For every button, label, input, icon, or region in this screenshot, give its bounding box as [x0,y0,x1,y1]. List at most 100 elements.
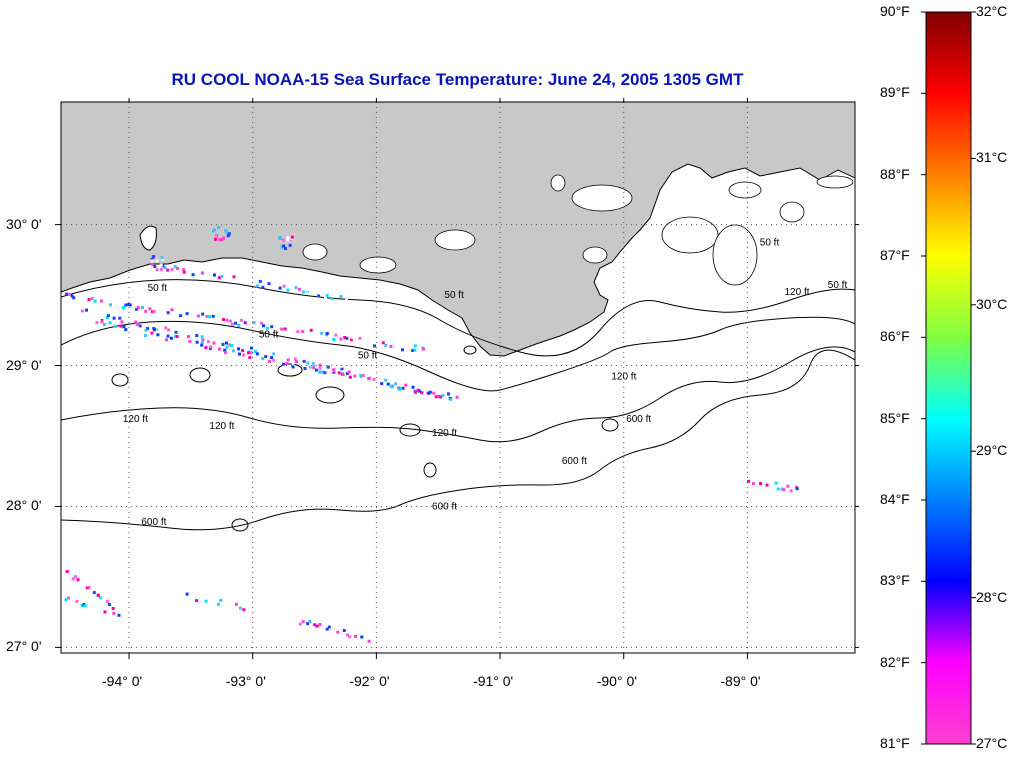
contour-label: 50 ft [760,238,780,249]
sst-pixel [318,363,322,367]
sst-pixel [288,243,292,247]
sst-pixel [334,333,338,337]
sst-pixel [166,311,170,315]
sst-pixel [191,273,195,277]
sst-pixel [367,639,371,643]
sst-pixel [208,347,212,351]
sst-pixel [71,577,75,581]
sst-pixel [339,337,343,341]
sst-pixel [93,299,97,303]
depth-contour [61,279,855,357]
sst-pixel [330,297,334,301]
sst-pixel [336,630,340,634]
sst-pixel [311,362,315,365]
sst-pixel [345,372,349,376]
sst-pixel [174,334,177,338]
sst-pixel [201,340,204,344]
sst-pixel [320,370,324,374]
sst-pixel [217,225,221,229]
sst-pixel [150,262,154,266]
sst-pixel [108,321,112,325]
sst-pixel [170,308,174,312]
sst-pixel [439,395,443,399]
sst-pixel [274,356,278,360]
marsh-lake [571,184,633,212]
sst-pixel [179,314,183,318]
contour-blob [231,518,249,532]
sst-pixel [122,325,126,329]
sst-pixel [309,328,313,332]
sst-pixel [141,306,144,309]
sst-pixel [174,330,178,334]
sst-pixel [234,602,238,606]
sst-pixel [267,282,271,286]
sst-pixel [237,323,241,327]
sst-pixel [146,327,149,331]
sst-pixel [144,328,148,332]
contour-label: 600 ft [432,501,457,512]
sst-pixel [67,596,70,600]
contour-label: 120 ft [611,372,636,383]
sst-pixel [204,599,208,603]
sst-pixel [343,336,347,339]
sst-pixel [170,268,174,271]
sst-pixel [780,487,784,491]
sst-pixel [243,321,247,325]
sst-pixel [353,374,357,378]
sst-pixel [214,237,218,241]
colorbar-label-c: 27°C [976,735,1008,751]
sst-pixel [394,382,398,386]
lat-tick-label: 30° 0' [6,215,42,232]
sst-pixel [278,236,282,240]
sst-pixel [327,625,331,629]
sst-pixel [228,343,232,347]
sst-pixel [125,317,129,321]
depth-contour [61,349,855,531]
sst-pixel [302,359,306,363]
lon-tick-label: -92° 0' [349,673,390,689]
marsh-lake [434,229,476,251]
sst-pixel [350,338,353,342]
sst-pixel [124,303,128,307]
sst-pixel [218,347,221,351]
sst-pixel [337,371,341,375]
sst-pixel [358,632,362,636]
contour-label: 600 ft [562,456,587,467]
sst-pixel [148,307,152,311]
contour-label: 50 ft [828,280,848,291]
sst-pixel [215,233,219,237]
sst-pixel [404,383,408,387]
lon-tick-label: -93° 0' [225,673,266,689]
sst-pixel [232,275,236,279]
marsh-lake [661,216,719,254]
sst-pixel [386,340,390,344]
sst-pixel [87,298,91,302]
sst-pixel [283,327,287,331]
sst-pixel [221,236,225,240]
sst-pixel [100,320,104,324]
sst-pixel [437,394,441,398]
sst-pixel [190,595,194,599]
sst-pixel [231,322,234,326]
sst-pixel [332,338,336,341]
sst-pixel [200,271,204,275]
sst-pixel [285,362,289,366]
map-frame [60,101,856,654]
sst-pixel [152,310,156,314]
sst-pixel [291,361,295,365]
marsh-lake [779,201,805,223]
sst-pixel [281,238,285,242]
sst-pixel [449,397,453,401]
colorbar-label-f: 87°F [880,247,910,263]
sst-pixel [286,238,290,242]
sst-pixel [354,634,358,638]
sst-pixel [339,295,343,298]
sst-pixel [359,374,363,378]
sst-pixel [272,352,276,356]
sst-pixel [87,295,91,299]
sst-pixel [139,333,142,337]
sst-pixel [258,279,262,283]
sst-pixel [750,482,754,486]
sst-pixel [90,318,94,322]
